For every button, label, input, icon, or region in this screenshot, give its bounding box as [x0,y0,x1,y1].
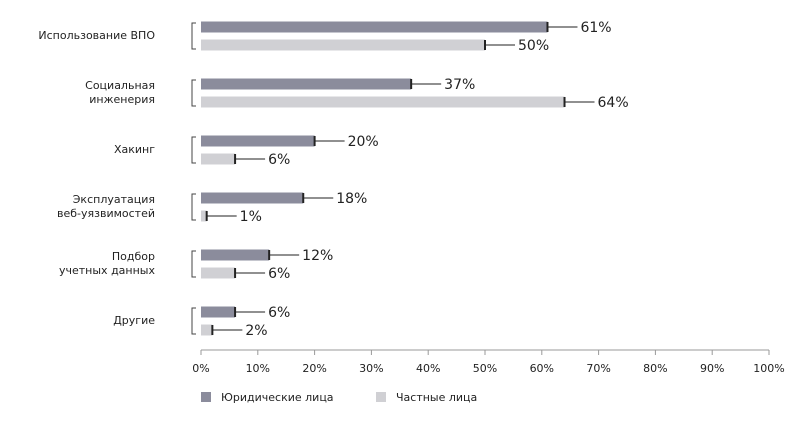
x-tick-label: 100% [753,362,784,375]
x-tick-label: 40% [416,362,440,375]
value-label: 1% [240,209,262,225]
x-tick-label: 70% [586,362,610,375]
legend-swatch [201,392,211,402]
category-label: Использование ВПО [38,29,155,42]
legend-label: Юридические лица [221,391,334,404]
value-label: 37% [444,77,475,93]
category-label: Подбор учетных данных [59,250,155,277]
legend-label: Частные лица [396,391,477,404]
bracket [191,193,196,221]
value-label: 12% [302,248,333,264]
legend-swatch [376,392,386,402]
x-tick-label: 10% [246,362,270,375]
x-tick-label: 30% [359,362,383,375]
category-label: Социальная инженерия [85,79,155,106]
bar [201,249,270,261]
bar [201,39,485,51]
bracket [191,22,196,50]
value-label: 20% [348,134,379,150]
bar [201,96,565,108]
value-label: 6% [268,305,290,321]
bar [201,192,304,204]
value-label: 6% [268,266,290,282]
bar [201,324,213,336]
bar [201,153,236,165]
category-label: Другие [113,314,155,327]
value-label: 6% [268,152,290,168]
value-label: 61% [580,20,611,36]
x-tick-label: 0% [192,362,209,375]
bar [201,267,236,279]
bar [201,210,207,222]
bracket [191,136,196,164]
x-tick-label: 90% [700,362,724,375]
category-label: Эксплуатация веб-уязвимостей [56,193,155,220]
value-label: 18% [336,191,367,207]
x-tick-label: 80% [643,362,667,375]
category-label: Хакинг [113,143,155,156]
bracket [191,307,196,335]
x-tick-label: 20% [302,362,326,375]
x-tick-label: 50% [473,362,497,375]
value-label: 64% [598,95,629,111]
x-tick-label: 60% [530,362,554,375]
value-label: 2% [245,323,267,339]
bracket [191,250,196,278]
bracket [191,79,196,107]
bar [201,306,236,318]
value-label: 50% [518,38,549,54]
bar [201,78,412,90]
bar [201,21,548,33]
bar [201,135,315,147]
